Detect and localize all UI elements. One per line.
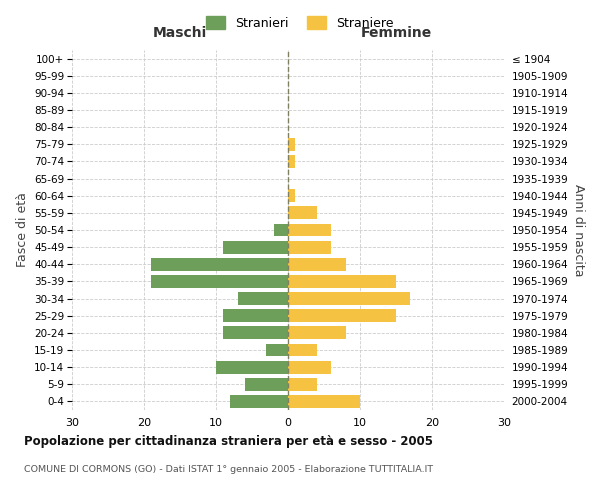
Bar [238,292,288,305]
Bar [230,395,288,408]
Text: Femmine: Femmine [361,26,431,40]
Bar [288,138,295,150]
Bar [223,310,288,322]
Bar [223,240,288,254]
Legend: Stranieri, Straniere: Stranieri, Straniere [202,11,398,35]
Bar [288,395,360,408]
Text: Popolazione per cittadinanza straniera per età e sesso - 2005: Popolazione per cittadinanza straniera p… [24,435,433,448]
Bar [288,275,396,288]
Bar [223,326,288,340]
Bar [288,206,317,220]
Bar [288,360,331,374]
Bar [288,310,396,322]
Bar [151,275,288,288]
Bar [288,326,346,340]
Y-axis label: Fasce di età: Fasce di età [16,192,29,268]
Bar [288,240,331,254]
Bar [288,378,317,390]
Bar [288,190,295,202]
Bar [151,258,288,270]
Bar [288,155,295,168]
Bar [288,258,346,270]
Bar [274,224,288,236]
Bar [288,344,317,356]
Bar [266,344,288,356]
Y-axis label: Anni di nascita: Anni di nascita [572,184,585,276]
Bar [288,224,331,236]
Bar [216,360,288,374]
Text: Maschi: Maschi [153,26,207,40]
Bar [288,292,410,305]
Bar [245,378,288,390]
Text: COMUNE DI CORMONS (GO) - Dati ISTAT 1° gennaio 2005 - Elaborazione TUTTITALIA.IT: COMUNE DI CORMONS (GO) - Dati ISTAT 1° g… [24,465,433,474]
